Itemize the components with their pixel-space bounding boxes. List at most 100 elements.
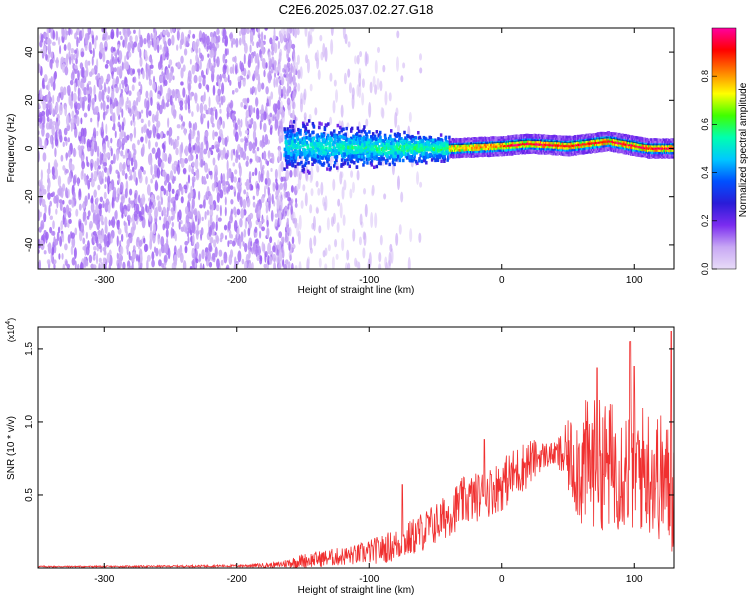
heatmap-noise-cell (172, 28, 175, 34)
heatmap-signal-cell (326, 167, 329, 171)
heatmap-noise-cell (131, 143, 136, 151)
heatmap-noise-cell (102, 143, 107, 154)
heatmap-noise-cell (291, 262, 294, 269)
heatmap-noise-cell (64, 57, 67, 63)
heatmap-noise-cell (65, 114, 70, 127)
heatmap-noise-cell (258, 230, 262, 239)
heatmap-noise-cell (233, 176, 238, 183)
heatmap-signal-cell (356, 126, 360, 130)
heatmap-noise-cell (65, 152, 68, 161)
heatmap-noise-cell (86, 174, 89, 186)
heatmap-noise-cell (228, 33, 233, 40)
heatmap-noise-cell (171, 163, 175, 171)
heatmap-noise-cell (152, 124, 156, 134)
heatmap-noise-cell (63, 86, 67, 96)
heatmap-signal-cell (288, 124, 292, 129)
heatmap-noise-cell (317, 69, 321, 80)
heatmap-noise-cell (105, 135, 109, 142)
heatmap-noise-cell (261, 241, 265, 252)
heatmap-signal-cell (379, 135, 382, 140)
heatmap-noise-cell (157, 200, 161, 212)
heatmap-noise-cell (42, 101, 47, 111)
heatmap-noise-cell (133, 213, 138, 222)
heatmap-noise-cell (237, 177, 241, 183)
heatmap-noise-cell (71, 257, 76, 266)
heatmap-signal-cell (417, 130, 420, 135)
heatmap-noise-cell (305, 54, 309, 64)
heatmap-noise-cell (385, 261, 389, 269)
heatmap-noise-cell (163, 243, 168, 254)
heatmap-noise-cell (106, 168, 111, 177)
heatmap-noise-cell (163, 254, 168, 263)
heatmap-noise-cell (156, 93, 161, 100)
heatmap-noise-cell (191, 167, 195, 175)
heatmap-noise-cell (265, 86, 269, 95)
heatmap-noise-cell (163, 40, 167, 53)
heatmap-noise-cell (81, 167, 84, 177)
heatmap-noise-cell (335, 89, 339, 103)
heatmap-noise-cell (243, 189, 247, 195)
heatmap-signal-cell (310, 142, 313, 146)
heatmap-noise-cell (247, 227, 251, 237)
heatmap-signal-cell (365, 141, 369, 145)
heatmap-noise-cell (201, 249, 205, 260)
heatmap-noise-cell (171, 206, 174, 216)
heatmap-noise-cell (40, 220, 45, 230)
heatmap-noise-cell (133, 41, 138, 48)
heatmap-noise-cell (49, 200, 52, 207)
heatmap-noise-cell (87, 210, 91, 217)
heatmap-noise-cell (198, 75, 202, 83)
heatmap-signal-cell (444, 136, 447, 141)
heatmap-noise-cell (140, 109, 144, 114)
heatmap-noise-cell (47, 243, 51, 248)
heatmap-noise-cell (156, 103, 161, 111)
heatmap-signal-cell (293, 139, 297, 143)
heatmap-noise-cell (248, 220, 253, 229)
heatmap-noise-cell (107, 35, 111, 40)
heatmap-noise-cell (58, 253, 61, 260)
heatmap-noise-cell (142, 170, 146, 175)
heatmap-noise-cell (207, 190, 211, 197)
heatmap-noise-cell (154, 179, 158, 191)
heatmap-signal-cell (323, 127, 327, 132)
heatmap-noise-cell (187, 174, 191, 184)
heatmap-noise-cell (259, 159, 263, 172)
heatmap-signal-cell (315, 134, 319, 138)
heatmap-noise-cell (354, 257, 358, 268)
heatmap-signal-cell (349, 141, 352, 145)
heatmap-noise-cell (55, 130, 58, 142)
heatmap-noise-cell (228, 239, 233, 245)
heatmap-noise-cell (155, 152, 158, 160)
heatmap-noise-cell (215, 221, 218, 232)
heatmap-signal-cell (435, 154, 439, 159)
heatmap-noise-cell (211, 123, 215, 128)
heatmap-noise-cell (64, 66, 69, 76)
heatmap-noise-cell (63, 44, 67, 52)
heatmap-signal-cell (327, 157, 330, 162)
heatmap-noise-cell (236, 208, 241, 216)
heatmap-noise-cell (209, 41, 212, 51)
heatmap-noise-cell (122, 161, 126, 170)
heatmap-noise-cell (246, 197, 251, 208)
heatmap-noise-cell (92, 264, 97, 269)
heatmap-noise-cell (344, 33, 348, 45)
heatmap-noise-cell (319, 34, 323, 42)
heatmap-noise-cell (416, 171, 420, 185)
heatmap-noise-cell (196, 223, 199, 233)
heatmap-noise-cell (42, 44, 47, 55)
heatmap-noise-cell (253, 51, 256, 57)
heatmap-noise-cell (187, 211, 192, 218)
heatmap-noise-cell (264, 253, 267, 263)
heatmap-noise-cell (389, 243, 393, 253)
heatmap-noise-cell (46, 116, 50, 123)
heatmap-noise-cell (227, 240, 230, 248)
heatmap-noise-cell (101, 89, 105, 101)
heatmap-noise-cell (104, 63, 109, 69)
heatmap-noise-cell (173, 259, 178, 267)
heatmap-noise-cell (96, 246, 100, 252)
heatmap-noise-cell (292, 109, 295, 122)
heatmap-signal-cell (333, 137, 337, 142)
heatmap-noise-cell (62, 199, 65, 205)
heatmap-noise-cell (228, 254, 233, 265)
heatmap-signal-cell (443, 146, 447, 151)
